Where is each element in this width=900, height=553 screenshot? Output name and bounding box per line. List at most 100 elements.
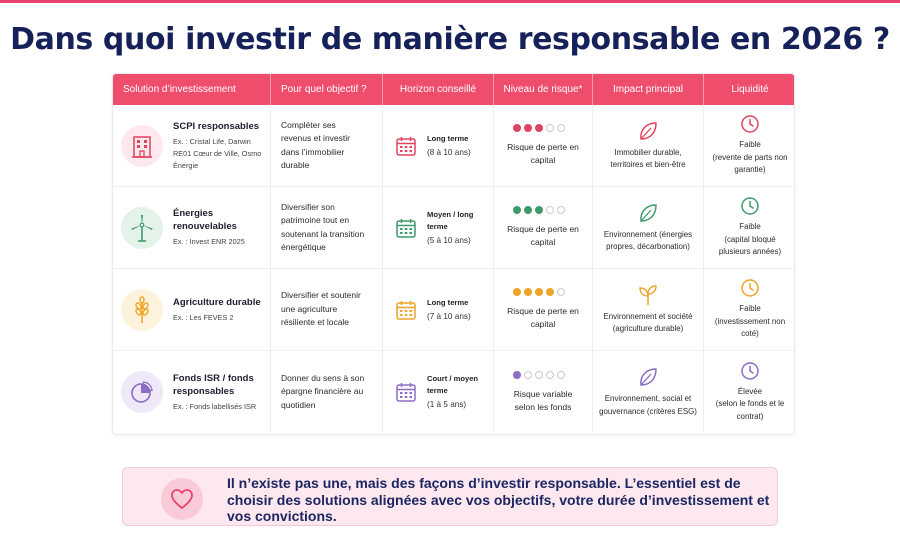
impact-text: Environnement (énergies propres, décarbo… <box>603 229 693 252</box>
risk-dot-empty <box>524 370 532 379</box>
liquidity-level: Faible <box>739 140 761 150</box>
horizon-cell: Long terme (7 à 10 ans) <box>383 269 494 350</box>
liquidity-detail: (selon le fonds et le contrat) <box>715 399 785 421</box>
risk-dot-filled <box>513 288 521 296</box>
header-solution: Solution d’investissement <box>113 74 271 105</box>
risk-text: Risque de perte en capital <box>507 306 579 329</box>
clock-icon <box>740 196 760 216</box>
liquidity-detail: (revente de parts non garantie) <box>712 152 788 175</box>
risk-dots <box>513 206 565 214</box>
leaf-icon <box>637 366 659 388</box>
objective-cell: Compléter ses revenus et investir dans l… <box>271 105 383 186</box>
liquidity-cell: Faible (capital bloqué plusieurs années) <box>704 187 794 268</box>
calendar-icon <box>395 381 417 403</box>
risk-dot-empty <box>546 124 554 132</box>
leaf-icon <box>637 202 659 224</box>
risk-dot-filled <box>535 206 543 214</box>
pie-chart-icon <box>121 371 163 413</box>
top-accent-line <box>0 0 900 3</box>
horizon-cell: Court / moyen terme (1 à 5 ans) <box>383 351 494 433</box>
solution-example: Ex. : Invest ENR 2025 <box>173 237 245 246</box>
table-row: Énergies renouvelables Ex. : Invest ENR 2… <box>113 187 794 269</box>
solution-cell: SCPI responsables Ex. : Cristal Life, Dar… <box>113 105 271 186</box>
risk-dot-filled <box>524 124 532 132</box>
sprout-icon <box>637 284 659 306</box>
risk-text: Risque de perte en capital <box>507 142 579 165</box>
calendar-icon <box>395 299 417 321</box>
clock-icon <box>740 114 760 134</box>
solution-example: Ex. : Cristal Life, Darwin RE01 Cœur de … <box>173 136 262 170</box>
horizon-main: Court / moyen terme <box>427 374 479 395</box>
risk-dot-empty <box>546 206 554 214</box>
risk-dots <box>513 370 565 379</box>
solution-name: Énergies renouvelables <box>173 208 237 232</box>
risk-text: Risque variable selon les fonds <box>513 388 573 412</box>
risk-dot-empty <box>557 288 565 296</box>
impact-text: Environnement, social et gouvernance (cr… <box>599 394 697 416</box>
impact-cell: Immobilier durable, territoires et bien-… <box>593 105 704 186</box>
risk-dot-filled <box>535 124 543 132</box>
solution-example: Ex. : Fonds labellisés ISR <box>173 401 257 411</box>
objective-cell: Diversifier son patrimoine tout en soute… <box>271 187 383 268</box>
risk-cell: Risque de perte en capital <box>494 269 593 350</box>
liquidity-cell: Élevée (selon le fonds et le contrat) <box>704 351 794 433</box>
page-title: Dans quoi investir de manière responsabl… <box>10 22 890 57</box>
risk-dot-filled <box>546 288 554 296</box>
header-objective: Pour quel objectif ? <box>271 74 383 105</box>
objective-cell: Donner du sens à son épargne financière … <box>271 351 383 433</box>
risk-cell: Risque variable selon les fonds <box>494 351 593 433</box>
table-row: Fonds ISR / fonds responsables Ex. : Fond… <box>113 351 794 433</box>
solution-name: Fonds ISR / fonds responsables <box>173 372 254 397</box>
horizon-main: Long terme <box>427 133 469 143</box>
solution-name: Agriculture durable <box>173 296 261 308</box>
risk-dot-empty <box>546 370 554 379</box>
investment-table: Solution d’investissement Pour quel obje… <box>112 73 795 435</box>
liquidity-cell: Faible (revente de parts non garantie) <box>704 105 794 186</box>
impact-cell: Environnement (énergies propres, décarbo… <box>593 187 704 268</box>
calendar-icon <box>395 217 417 239</box>
header-impact: Impact principal <box>593 74 704 105</box>
clock-icon <box>740 361 760 381</box>
solution-example: Ex. : Les FEVES 2 <box>173 312 234 322</box>
risk-dot-filled <box>513 206 521 214</box>
risk-cell: Risque de perte en capital <box>494 187 593 268</box>
solution-name: SCPI responsables <box>173 120 260 132</box>
footer-text: Il n’existe pas une, mais des façons d’i… <box>227 475 770 524</box>
horizon-main: Long terme <box>427 297 469 307</box>
solution-cell: Fonds ISR / fonds responsables Ex. : Fond… <box>113 351 271 433</box>
risk-dot-empty <box>557 124 565 132</box>
risk-dots <box>513 288 565 296</box>
wheat-icon <box>121 288 163 331</box>
liquidity-cell: Faible (investissement non coté) <box>704 269 794 350</box>
solution-cell: Agriculture durable Ex. : Les FEVES 2 <box>113 269 271 350</box>
risk-dot-empty <box>557 206 565 214</box>
risk-dot-filled <box>513 370 521 379</box>
calendar-icon <box>395 135 417 157</box>
horizon-cell: Moyen / long terme (5 à 10 ans) <box>383 187 494 268</box>
risk-cell: Risque de perte en capital <box>494 105 593 186</box>
risk-dots <box>513 124 565 132</box>
liquidity-detail: (investissement non coté) <box>714 316 786 339</box>
clock-icon <box>740 278 760 298</box>
liquidity-detail: (capital bloqué plusieurs années) <box>718 234 782 257</box>
liquidity-level: Faible <box>739 304 761 314</box>
horizon-cell: Long terme (8 à 10 ans) <box>383 105 494 186</box>
risk-dot-filled <box>524 206 532 214</box>
risk-text: Risque de perte en capital <box>507 224 579 247</box>
impact-cell: Environnement, social et gouvernance (cr… <box>593 351 704 433</box>
table-row: SCPI responsables Ex. : Cristal Life, Dar… <box>113 105 794 187</box>
footer-callout: Il n’existe pas une, mais des façons d’i… <box>122 467 778 526</box>
objective-cell: Diversifier et soutenir une agriculture … <box>271 269 383 350</box>
leaf-icon <box>637 120 659 142</box>
impact-text: Immobilier durable, territoires et bien-… <box>610 147 686 170</box>
impact-text: Environnement et société (agriculture du… <box>603 311 693 334</box>
heart-icon <box>161 478 203 520</box>
solution-cell: Énergies renouvelables Ex. : Invest ENR 2… <box>113 187 271 268</box>
building-icon <box>121 124 163 167</box>
horizon-duration: (1 à 5 ans) <box>427 400 467 409</box>
horizon-main: Moyen / long terme <box>427 209 474 231</box>
header-risk: Niveau de risque* <box>494 74 593 105</box>
table-header: Solution d’investissement Pour quel obje… <box>113 74 794 105</box>
risk-dot-empty <box>535 370 543 379</box>
horizon-duration: (8 à 10 ans) <box>427 147 471 157</box>
